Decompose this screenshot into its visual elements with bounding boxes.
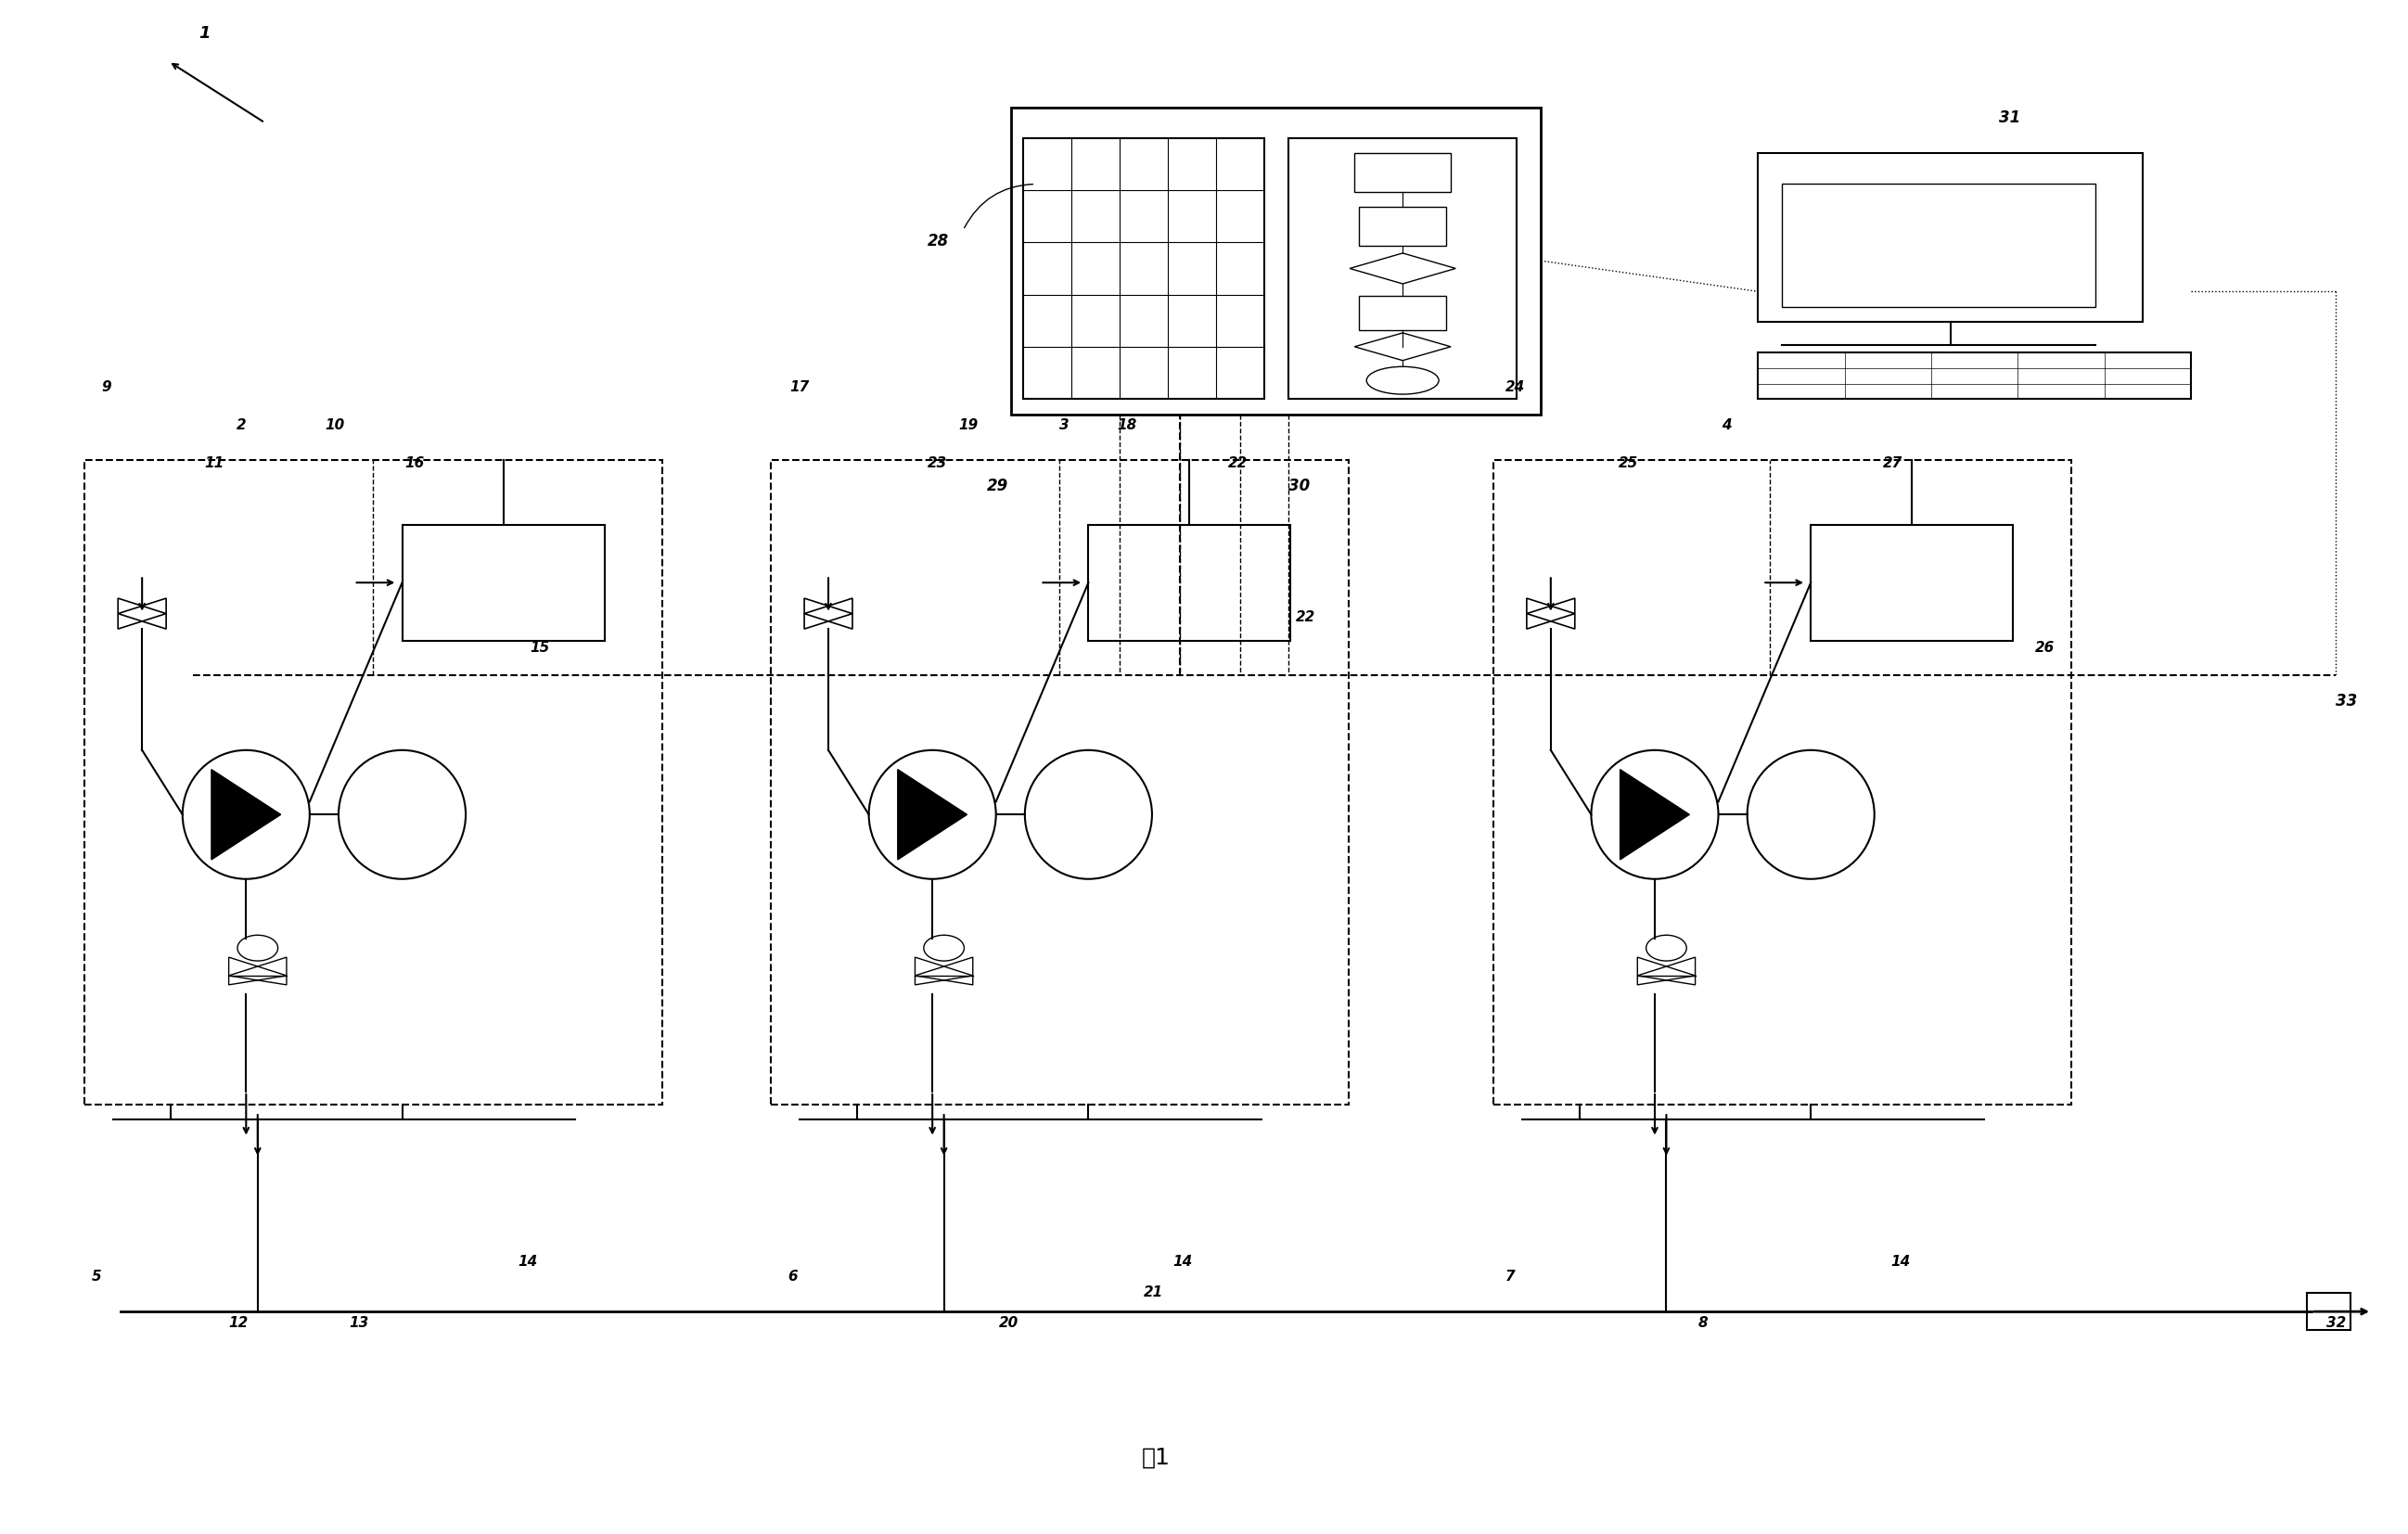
Text: 5: 5 (92, 1270, 101, 1284)
Polygon shape (898, 770, 968, 859)
Text: 11: 11 (205, 457, 224, 471)
Text: 2: 2 (236, 419, 246, 433)
Bar (1493, 460, 2071, 1104)
Text: 23: 23 (927, 457, 946, 471)
Text: 12: 12 (229, 1316, 248, 1330)
Bar (1358, 207, 1445, 245)
Bar (84, 460, 662, 1104)
Text: 30: 30 (1288, 479, 1310, 494)
Text: 21: 21 (1144, 1285, 1163, 1299)
Text: 27: 27 (1883, 457, 1902, 471)
Text: 32: 32 (2326, 1316, 2345, 1330)
Bar (1758, 153, 2143, 322)
Polygon shape (1621, 770, 1690, 859)
Text: 15: 15 (530, 641, 549, 655)
Bar (771, 460, 1348, 1104)
Text: 17: 17 (790, 380, 809, 394)
Bar (1811, 525, 2013, 641)
Text: 28: 28 (927, 233, 949, 249)
Text: 4: 4 (1722, 419, 1731, 433)
Bar (1088, 525, 1291, 641)
Bar (1353, 153, 1450, 192)
Text: 24: 24 (1505, 380, 1524, 394)
Text: 31: 31 (1999, 110, 2020, 126)
Text: 6: 6 (787, 1270, 797, 1284)
Bar (1023, 138, 1264, 399)
Text: 3: 3 (1060, 419, 1069, 433)
Bar (2307, 1293, 2350, 1330)
Text: 9: 9 (101, 380, 111, 394)
Polygon shape (212, 770, 282, 859)
Bar (1782, 184, 2095, 307)
Text: 29: 29 (987, 479, 1009, 494)
Text: 22: 22 (1228, 457, 1247, 471)
Text: 14: 14 (1173, 1255, 1192, 1269)
Text: 16: 16 (405, 457, 424, 471)
Bar (1358, 296, 1445, 330)
Text: 20: 20 (999, 1316, 1019, 1330)
Text: 7: 7 (1505, 1270, 1515, 1284)
Text: 8: 8 (1698, 1316, 1707, 1330)
Text: 22: 22 (1296, 611, 1315, 624)
Text: 18: 18 (1117, 419, 1137, 433)
Bar (1011, 107, 1541, 414)
Text: 26: 26 (2035, 641, 2054, 655)
Text: 13: 13 (349, 1316, 368, 1330)
Text: 19: 19 (958, 419, 978, 433)
Text: 14: 14 (518, 1255, 537, 1269)
Text: 1: 1 (200, 26, 209, 41)
Text: 33: 33 (2336, 693, 2357, 709)
Bar (1288, 138, 1517, 399)
Bar (402, 525, 604, 641)
Text: 25: 25 (1618, 457, 1637, 471)
Text: 图1: 图1 (1141, 1447, 1170, 1468)
Text: 14: 14 (1890, 1255, 1910, 1269)
Bar (1758, 353, 2191, 399)
Text: 10: 10 (325, 419, 344, 433)
